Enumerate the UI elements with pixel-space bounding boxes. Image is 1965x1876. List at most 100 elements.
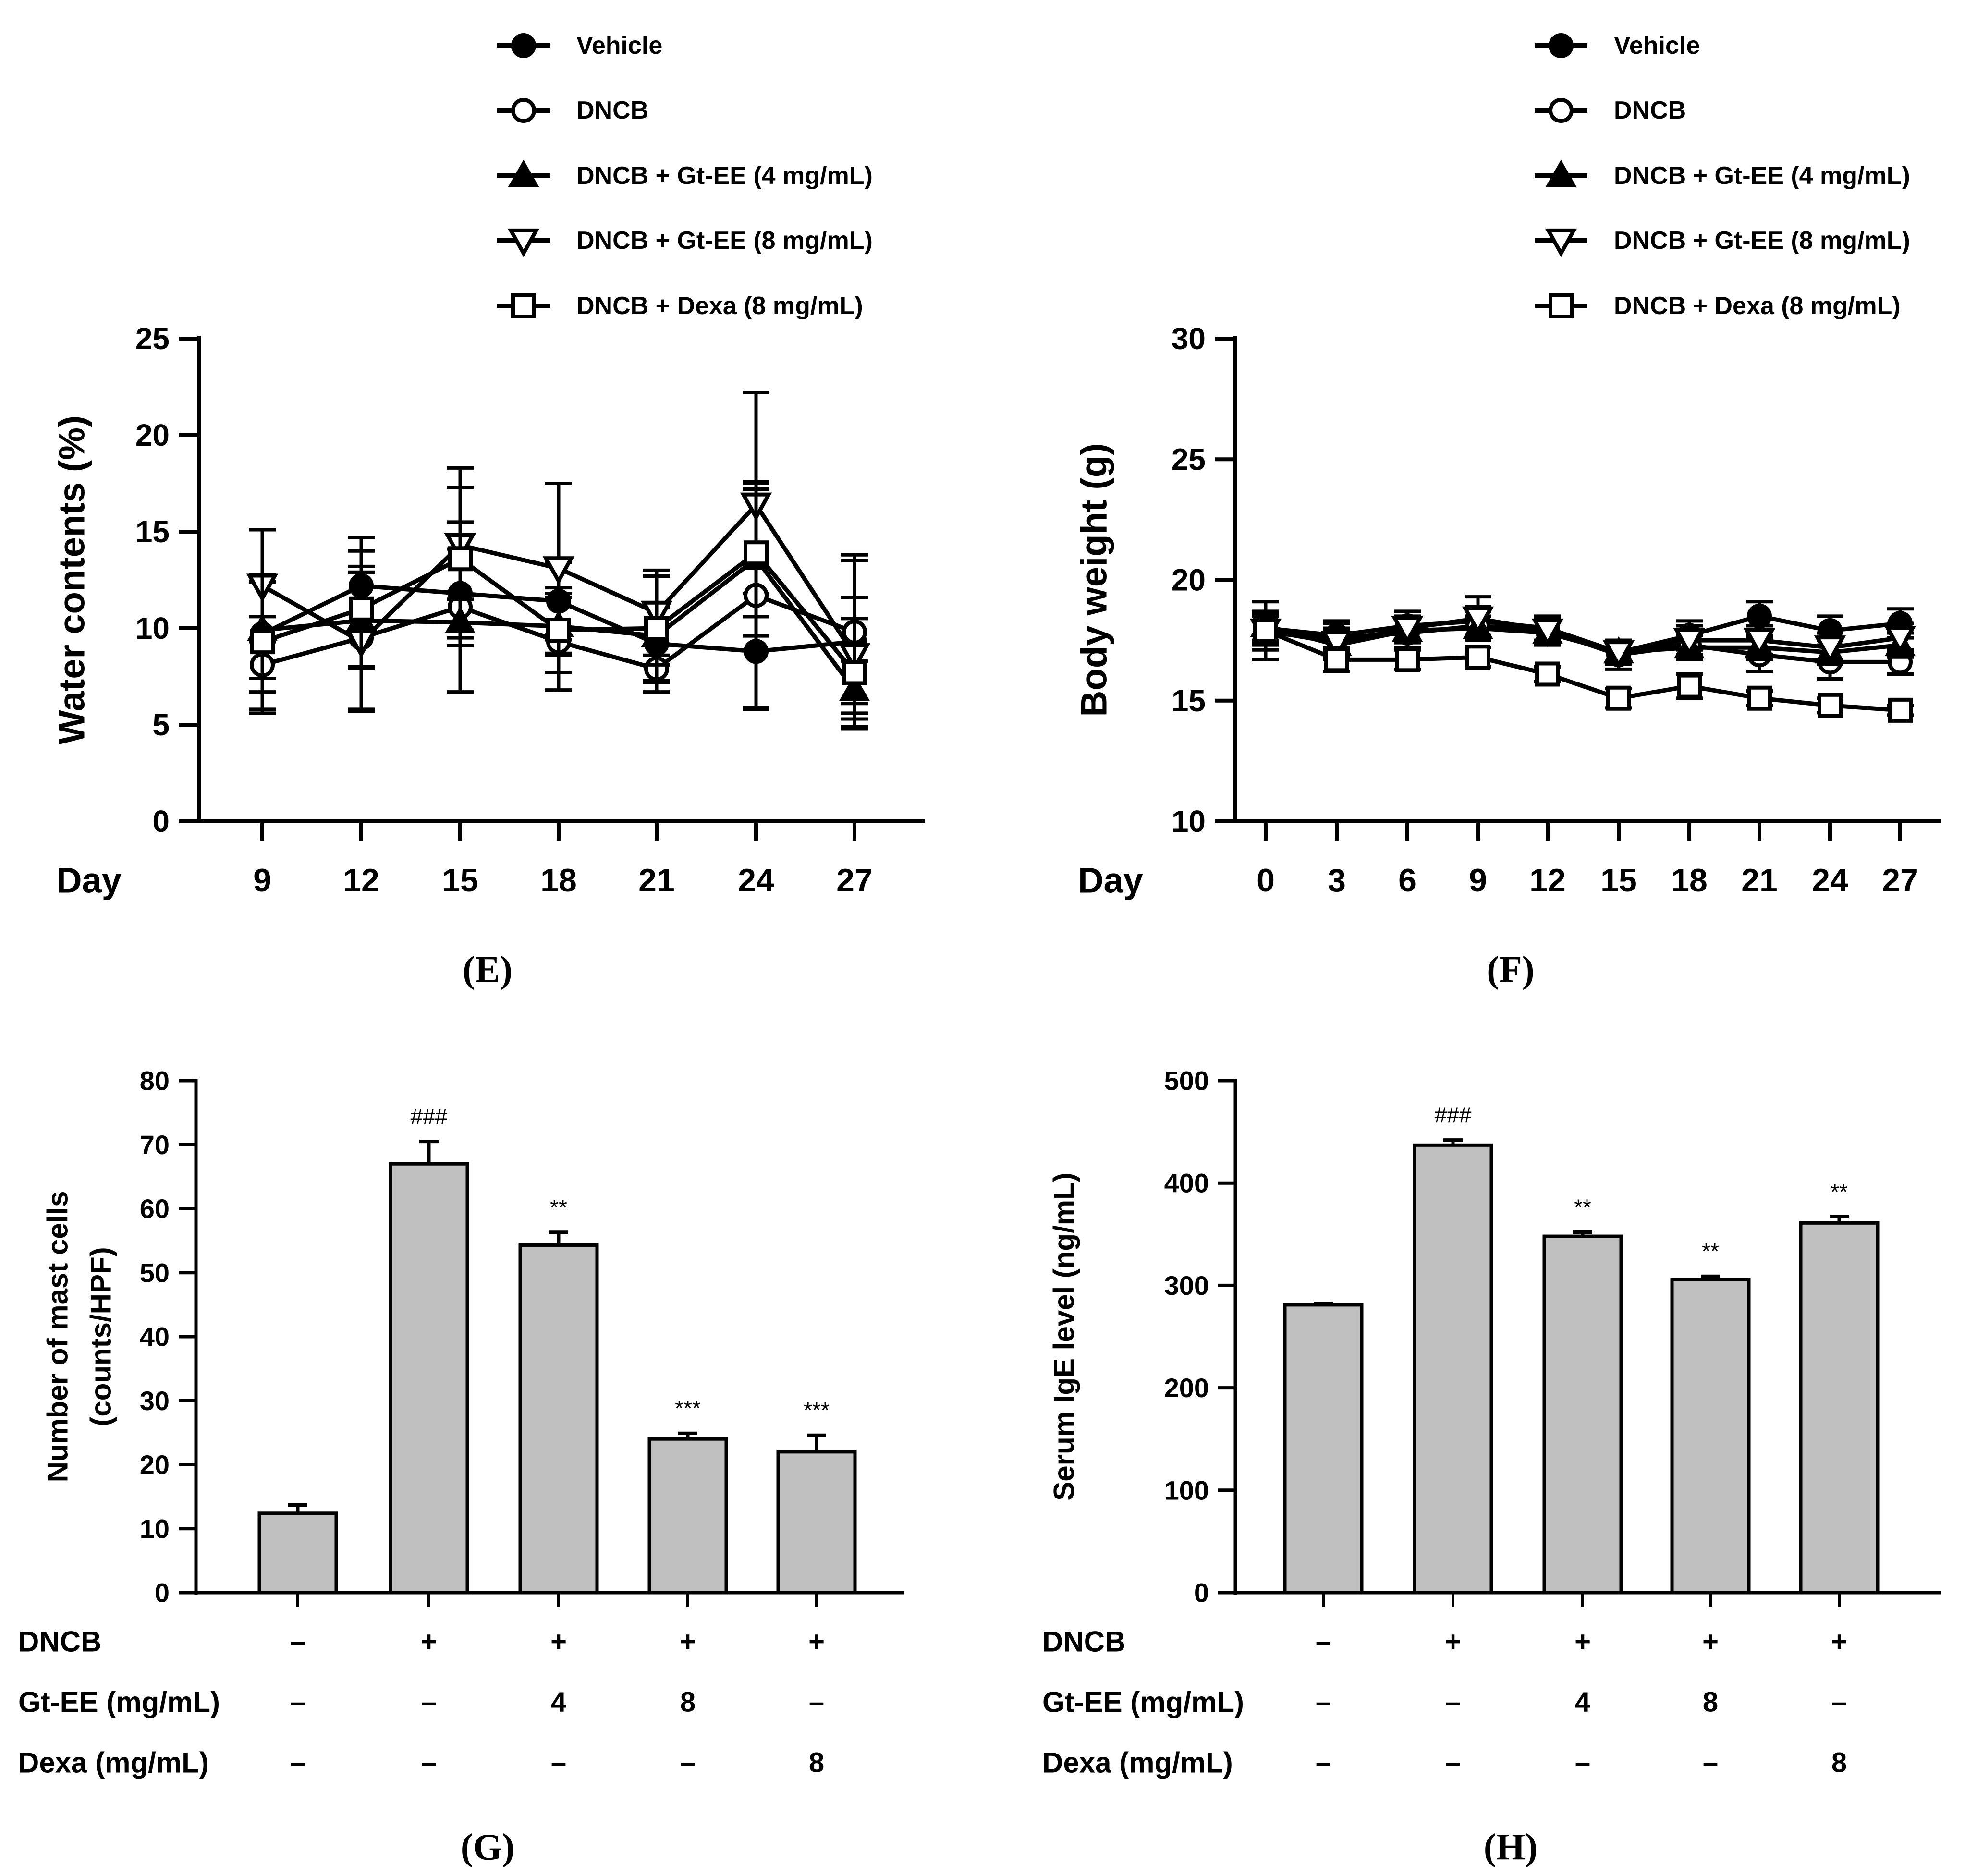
treatment-cell: – <box>1831 1687 1847 1718</box>
treatment-cell: – <box>1445 1687 1461 1718</box>
data-point <box>542 556 575 585</box>
panel-label: (H) <box>1484 1826 1538 1868</box>
y-tick-label: 20 <box>1172 563 1206 597</box>
bar-group: *** <box>647 1396 728 1607</box>
y-tick-label: 15 <box>1172 683 1206 718</box>
y-tick-label: 5 <box>152 707 170 742</box>
legend-marker <box>511 293 536 318</box>
legend-label: DNCB + Gt-EE (4 mg/mL) <box>576 162 873 190</box>
treatment-cell: 8 <box>1703 1687 1718 1718</box>
data-point <box>1677 673 1702 699</box>
y-tick-label: 60 <box>140 1194 170 1224</box>
x-tick-label: 3 <box>1328 862 1346 899</box>
legend-item: DNCB + Gt-EE (4 mg/mL) <box>497 159 873 190</box>
y-tick-label: 10 <box>140 1513 170 1544</box>
bar <box>1799 1221 1880 1595</box>
y-axis-title: Body weight (g) <box>1074 443 1115 717</box>
treatment-cell: – <box>551 1747 566 1779</box>
legend-marker <box>511 98 536 123</box>
chart-H: 0 100 200 300 400 500 Serum IgE level (ng/mL) #… <box>1042 1066 1941 1868</box>
bar-group: ** <box>1542 1195 1623 1607</box>
treatment-cell: + <box>1702 1626 1719 1657</box>
x-tick-label: 21 <box>638 862 675 899</box>
legend-label: DNCB <box>576 97 648 124</box>
data-point <box>1884 625 1916 655</box>
bar-group <box>1283 1302 1364 1607</box>
treatment-cell: – <box>290 1626 305 1657</box>
x-tick-label: 9 <box>253 862 271 899</box>
y-tick-label: 30 <box>140 1386 170 1416</box>
y-tick-label: 10 <box>135 611 170 646</box>
y-axis-title: Serum IgE level (ng/mL) <box>1048 1172 1080 1500</box>
treatment-cell: 8 <box>1831 1747 1847 1779</box>
legend-label: Vehicle <box>576 32 662 60</box>
data-point <box>448 546 473 572</box>
y-tick-label: 300 <box>1164 1270 1209 1301</box>
y-tick-label: 20 <box>140 1450 170 1480</box>
legend-item: DNCB + Gt-EE (4 mg/mL) <box>1535 159 1910 190</box>
legend-label: DNCB + Gt-EE (8 mg/mL) <box>576 227 873 255</box>
y-tick-label: 25 <box>1172 442 1206 476</box>
data-point <box>1531 618 1564 647</box>
data-point <box>1888 697 1913 723</box>
x-tick-label: 27 <box>1882 862 1918 899</box>
treatment-cell: – <box>1316 1747 1331 1779</box>
data-point <box>1395 647 1420 672</box>
treatment-cell: – <box>1575 1747 1590 1779</box>
treatment-cell: – <box>1316 1626 1331 1657</box>
legend-label: DNCB + Dexa (8 mg/mL) <box>1614 292 1901 320</box>
legend-marker <box>1549 33 1574 58</box>
data-point <box>1320 631 1353 659</box>
treatment-cell: – <box>1703 1747 1718 1779</box>
legend-item: DNCB <box>497 97 648 124</box>
legend-marker <box>1545 159 1577 187</box>
bar <box>518 1243 599 1595</box>
data-point <box>1747 603 1772 629</box>
treatment-cell: + <box>550 1626 567 1657</box>
treatment-cell: 8 <box>680 1687 696 1718</box>
legend-label: DNCB <box>1614 97 1686 124</box>
data-point <box>1324 647 1349 672</box>
x-tick-label: 27 <box>836 862 873 899</box>
treatment-cell: – <box>290 1687 305 1718</box>
x-tick-label: 12 <box>343 862 379 899</box>
treatment-row-label: Gt-EE (mg/mL) <box>18 1686 220 1718</box>
treatment-cell: – <box>809 1687 824 1718</box>
bar <box>389 1162 469 1595</box>
legend-label: DNCB + Gt-EE (4 mg/mL) <box>1614 162 1910 190</box>
legend-marker <box>1545 228 1577 257</box>
legend-item: Vehicle <box>497 32 662 60</box>
data-point <box>1462 606 1494 635</box>
y-tick-label: 80 <box>140 1066 170 1096</box>
legend-marker <box>508 159 539 187</box>
significance-label: ** <box>1702 1239 1719 1264</box>
bar-group: ** <box>1799 1180 1880 1607</box>
y-axis-title: Water contents (%) <box>52 415 93 744</box>
treatment-cell: 4 <box>1575 1687 1590 1718</box>
panel-label: (E) <box>463 949 513 990</box>
treatment-row-label: DNCB <box>1042 1626 1125 1658</box>
y-tick-label: 400 <box>1164 1168 1209 1198</box>
data-point <box>1465 645 1490 670</box>
x-tick-label: 6 <box>1398 862 1416 899</box>
bar-group: ### <box>389 1104 469 1607</box>
data-point <box>1814 635 1846 664</box>
bar-group: *** <box>776 1398 857 1607</box>
legend-item: Vehicle <box>1535 32 1700 60</box>
chart-G: 0 10 20 30 40 50 60 70 80 Number of mast cells (co… <box>18 1066 904 1868</box>
data-point <box>1747 685 1772 711</box>
x-tick-label: 12 <box>1529 862 1566 899</box>
chart-F: Vehicle DNCB DNCB + Gt-EE (4 mg/mL) DNCB + … <box>1074 32 1941 990</box>
series-4 <box>249 486 868 729</box>
treatment-row-label: DNCB <box>18 1626 101 1658</box>
bar-group <box>257 1503 338 1607</box>
data-point <box>1602 640 1635 669</box>
legend-item: DNCB + Dexa (8 mg/mL) <box>497 292 863 320</box>
data-point <box>1818 693 1843 718</box>
data-point <box>1535 661 1560 687</box>
treatment-cell: + <box>808 1626 825 1657</box>
data-point <box>1253 618 1278 644</box>
significance-label: *** <box>675 1396 701 1421</box>
y-tick-label: 0 <box>1194 1578 1209 1608</box>
series-4 <box>1252 600 1914 723</box>
